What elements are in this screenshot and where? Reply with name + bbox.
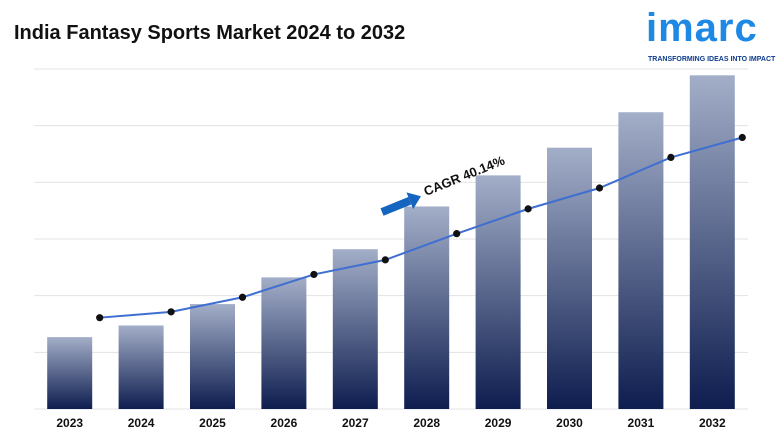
x-tick-2023: 2023 — [56, 416, 83, 430]
bar-2030 — [547, 147, 592, 409]
x-tick-2027: 2027 — [342, 416, 369, 430]
bar-2027 — [332, 249, 378, 409]
x-tick-2030: 2030 — [556, 416, 583, 430]
x-tick-2025: 2025 — [199, 416, 226, 430]
x-tick-2026: 2026 — [271, 416, 298, 430]
x-axis-ticks: 2023 2024 2025 2026 2027 2028 2029 2030 2031 2032 — [56, 416, 726, 430]
trend-point-2024 — [167, 308, 175, 316]
trend-point-2029 — [524, 205, 532, 213]
trend-point-2031 — [667, 153, 675, 161]
trend-point-2025 — [238, 293, 247, 301]
x-tick-2024: 2024 — [128, 416, 155, 430]
trend-line — [96, 133, 746, 322]
cagr-arrow-shaft — [380, 197, 412, 216]
bar-2026 — [261, 277, 307, 409]
chart-title: India Fantasy Sports Market 2024 to 2032 — [14, 22, 406, 44]
trend-point-2023 — [96, 314, 104, 322]
logo-tagline: TRANSFORMING IDEAS INTO IMPACT — [648, 56, 776, 63]
bar-2028 — [404, 206, 450, 409]
trend-point-2030 — [595, 184, 604, 192]
trend-point-2028 — [453, 230, 461, 238]
trend-polyline — [99, 136, 743, 319]
x-tick-2028: 2028 — [413, 416, 440, 430]
bars — [47, 75, 735, 410]
bar-2029 — [475, 175, 521, 409]
cagr-arrow-head — [406, 192, 421, 210]
trend-point-2027 — [381, 256, 389, 264]
imarc-logo: imarc TRANSFORMING IDEAS INTO IMPACT — [640, 6, 776, 66]
cagr-arrow — [380, 192, 421, 216]
bar-2031 — [618, 112, 664, 409]
bar-2023 — [47, 337, 93, 409]
x-tick-2029: 2029 — [485, 416, 512, 430]
trend-point-2026 — [310, 270, 318, 279]
bar-2024 — [118, 325, 164, 409]
logo-wordmark: imarc — [646, 6, 758, 50]
trend-point-2032 — [738, 133, 746, 142]
x-tick-2032: 2032 — [699, 416, 726, 430]
x-tick-2031: 2031 — [628, 416, 655, 430]
bar-2025 — [190, 304, 235, 409]
bar-2032 — [689, 75, 735, 410]
